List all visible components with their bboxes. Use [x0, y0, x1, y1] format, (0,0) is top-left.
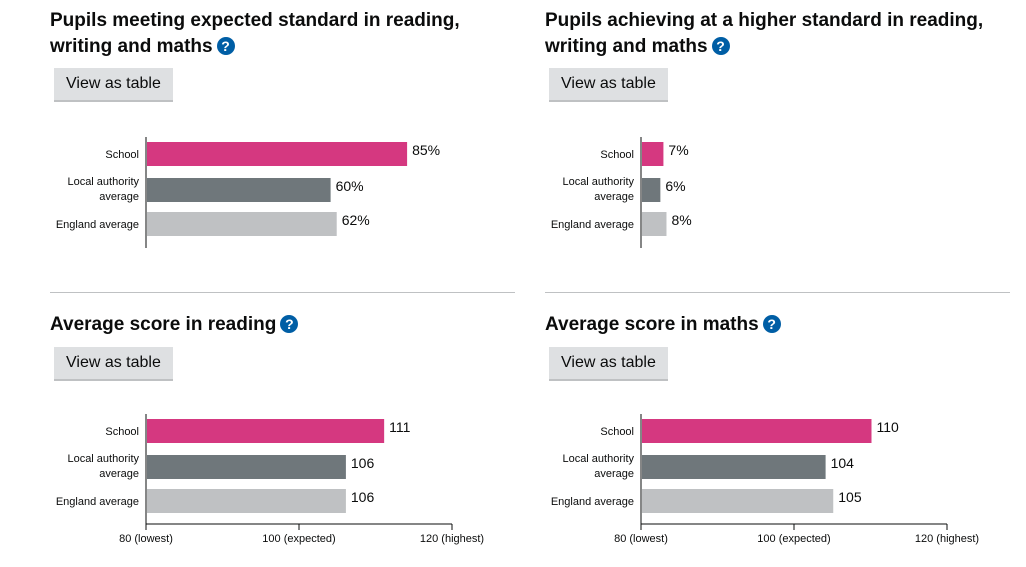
chart-title: Average score in reading?	[50, 312, 520, 338]
bar-england	[147, 212, 337, 236]
category-label: School	[105, 149, 139, 161]
divider	[545, 292, 1010, 293]
data-label: 111	[389, 419, 410, 435]
chart-title-text: Average score in maths	[545, 314, 759, 335]
chart-title: Pupils achieving at a higher standard in…	[545, 8, 1015, 60]
data-label: 60%	[336, 178, 364, 194]
bar-chart: 111 School 106 Local authority average 106 Eng…	[56, 414, 484, 545]
help-icon[interactable]: ?	[280, 315, 299, 333]
category-label: England average	[56, 496, 139, 508]
data-label: 85%	[412, 142, 440, 158]
chart-title: Average score in maths?	[545, 312, 1015, 338]
bar-school	[642, 419, 872, 443]
x-tick-label: 100 (expected)	[262, 533, 335, 545]
x-tick-label: 80 (lowest)	[614, 533, 668, 545]
data-label: 8%	[671, 212, 691, 228]
category-label: England average	[551, 219, 634, 231]
bar-local-authority	[147, 178, 331, 202]
help-icon[interactable]: ?	[711, 37, 730, 55]
bar-school	[147, 419, 385, 443]
category-label: School	[600, 149, 634, 161]
bar-local-authority	[642, 455, 826, 479]
bar-chart: 7% School 6% Local authority average 8% Englan…	[551, 137, 692, 248]
x-tick-label: 100 (expected)	[757, 533, 830, 545]
category-label: Local authority average	[562, 453, 634, 480]
x-tick-label: 120 (highest)	[915, 533, 979, 545]
view-as-table-button[interactable]: View as table	[549, 68, 668, 100]
data-label: 106	[351, 489, 375, 505]
x-tick-label: 120 (highest)	[420, 533, 484, 545]
data-label: 104	[831, 455, 855, 471]
bar-chart: 110 School 104 Local authority average 105 Eng…	[551, 414, 979, 545]
bar-chart: 85% School 60% Local authority average 62% Eng…	[56, 137, 440, 248]
x-tick-label: 80 (lowest)	[119, 533, 173, 545]
bar-school	[642, 142, 664, 166]
view-as-table-button[interactable]: View as table	[54, 68, 173, 100]
help-icon[interactable]: ?	[216, 37, 235, 55]
view-as-table-button[interactable]: View as table	[54, 347, 173, 379]
category-label: School	[600, 426, 634, 438]
data-label: 106	[351, 455, 375, 471]
help-icon[interactable]: ?	[762, 315, 781, 333]
divider	[50, 292, 515, 293]
bar-local-authority	[147, 455, 346, 479]
data-label: 105	[838, 489, 862, 505]
bar-school	[147, 142, 408, 166]
category-label: Local authority average	[67, 176, 139, 203]
view-as-table-button[interactable]: View as table	[549, 347, 668, 379]
data-label: 110	[877, 419, 900, 435]
bar-local-authority	[642, 178, 661, 202]
bar-england	[642, 212, 667, 236]
data-label: 62%	[342, 212, 370, 228]
data-label: 6%	[665, 178, 685, 194]
chart-title: Pupils meeting expected standard in read…	[50, 8, 520, 60]
chart-title-text: Pupils meeting expected standard in read…	[50, 10, 460, 57]
chart-title-text: Pupils achieving at a higher standard in…	[545, 10, 984, 57]
chart-title-text: Average score in reading	[50, 314, 277, 335]
category-label: England average	[56, 219, 139, 231]
data-label: 7%	[668, 142, 688, 158]
category-label: Local authority average	[562, 176, 634, 203]
category-label: School	[105, 426, 139, 438]
category-label: England average	[551, 496, 634, 508]
bar-england	[642, 489, 834, 513]
bar-england	[147, 489, 346, 513]
category-label: Local authority average	[67, 453, 139, 480]
